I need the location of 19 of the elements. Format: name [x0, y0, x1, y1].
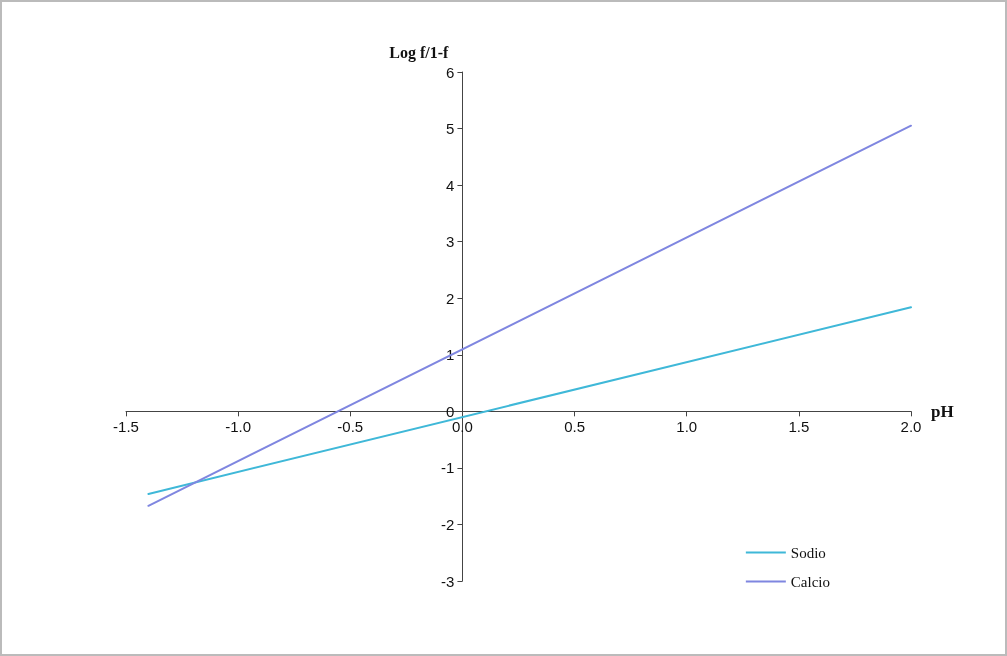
- x-tick-label: 0.5: [564, 418, 585, 436]
- x-tick-label: -1.0: [225, 418, 252, 436]
- y-tick-label: 3: [446, 233, 455, 251]
- y-tick-label: -2: [441, 515, 455, 533]
- x-axis-title: pH: [931, 401, 954, 421]
- y-tick-label: -3: [441, 572, 455, 590]
- y-tick-label: 2: [446, 289, 455, 307]
- x-tick-label: 1.0: [676, 418, 698, 436]
- y-tick-label: -1: [441, 459, 455, 477]
- y-tick-label: 5: [446, 120, 455, 138]
- x-tick-label: 2.0: [900, 418, 922, 436]
- y-tick-label: 4: [446, 176, 455, 194]
- x-tick-label: 1.5: [788, 418, 810, 436]
- y-axis-title: Log f/1-f: [389, 43, 450, 62]
- x-tick-label: -0.5: [337, 418, 364, 436]
- x-tick-label: -1.5: [113, 418, 139, 436]
- y-tick-label: 6: [446, 63, 455, 81]
- legend-label: Sodio: [790, 544, 826, 561]
- legend-label: Calcio: [790, 573, 830, 590]
